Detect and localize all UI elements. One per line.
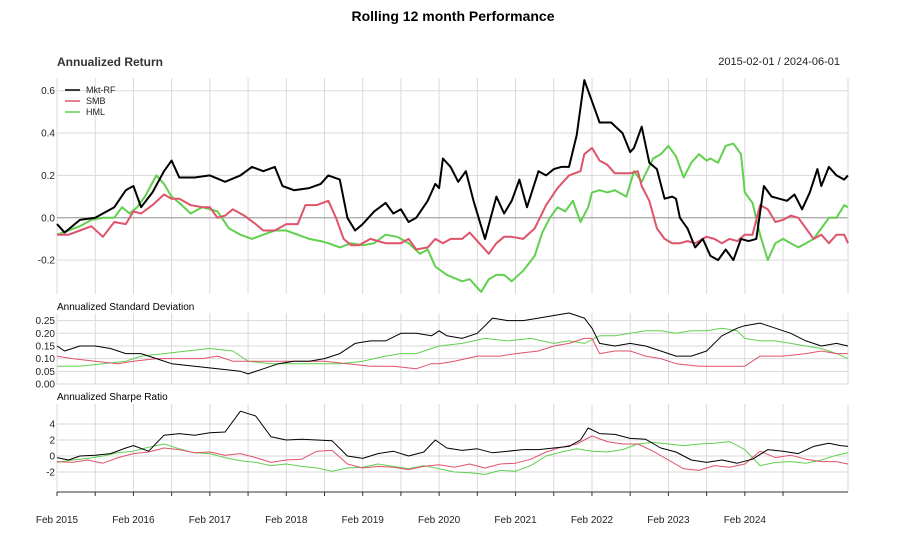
series-line-mkt-rf	[56, 79, 849, 262]
legend-label-mkt-rf: Mkt-RF	[86, 85, 116, 95]
x-tick-label: Feb 2018	[265, 515, 308, 526]
y-tick-label: 0.20	[36, 329, 56, 340]
y-tick-label: 0.15	[36, 341, 56, 352]
x-tick-label: Feb 2019	[342, 515, 385, 526]
panel-title-stddev: Annualized Standard Deviation	[57, 302, 194, 313]
x-tick-label: Feb 2023	[647, 515, 690, 526]
x-tick-label: Feb 2022	[571, 515, 614, 526]
panel-0: 0.6 0.4 0.2 0.0 -0.2	[38, 78, 849, 294]
x-tick-label: Feb 2015	[36, 515, 79, 526]
date-range: 2015-02-01 / 2024-06-01	[718, 56, 840, 68]
x-axis: Feb 2015 Feb 2016 Feb 2017 Feb 2018 Feb 2019…	[36, 491, 848, 526]
panel-2: 4 2 0 -2	[46, 404, 849, 492]
y-tick-label: 4	[49, 420, 55, 431]
x-tick-label: Feb 2021	[494, 515, 537, 526]
legend-label-hml: HML	[86, 107, 105, 117]
y-tick-label: 2	[49, 436, 55, 447]
y-tick-label: 0.6	[41, 86, 55, 97]
x-tick-label: Feb 2020	[418, 515, 461, 526]
y-tick-label: 0.25	[36, 316, 56, 327]
y-tick-label: 0.05	[36, 367, 56, 378]
y-tick-label: 0.0	[41, 213, 55, 224]
series-line-mkt-rf	[56, 312, 849, 375]
panel-1: 0.25 0.200.15 0.10 0.05 0.00	[36, 312, 849, 391]
y-tick-label: -2	[46, 468, 55, 479]
series-line-mkt-rf	[56, 410, 849, 464]
y-tick-label: 0	[49, 452, 55, 463]
y-tick-label: 0.2	[41, 171, 55, 182]
series-line-smb	[56, 435, 849, 471]
series-line-hml	[56, 441, 849, 475]
x-tick-label: Feb 2016	[112, 515, 155, 526]
x-tick-label: Feb 2017	[189, 515, 232, 526]
legend-label-smb: SMB	[86, 96, 106, 106]
panel-title-sharpe: Annualized Sharpe Ratio	[57, 392, 168, 403]
series-line-hml	[56, 142, 849, 293]
y-tick-label: 0.10	[36, 354, 56, 365]
chart-title: Rolling 12 month Performance	[351, 8, 554, 24]
series-line-hml	[57, 327, 849, 367]
panel-title-return: Annualized Return	[57, 55, 163, 69]
y-tick-label: -0.2	[38, 256, 56, 267]
y-tick-label: 0.4	[41, 129, 55, 140]
series-line-smb	[57, 146, 849, 255]
y-tick-label: 0.00	[36, 380, 56, 391]
legend: Mkt-RF SMB HML	[65, 85, 116, 117]
x-tick-label: Feb 2024	[724, 515, 767, 526]
series-line-smb	[56, 337, 848, 370]
